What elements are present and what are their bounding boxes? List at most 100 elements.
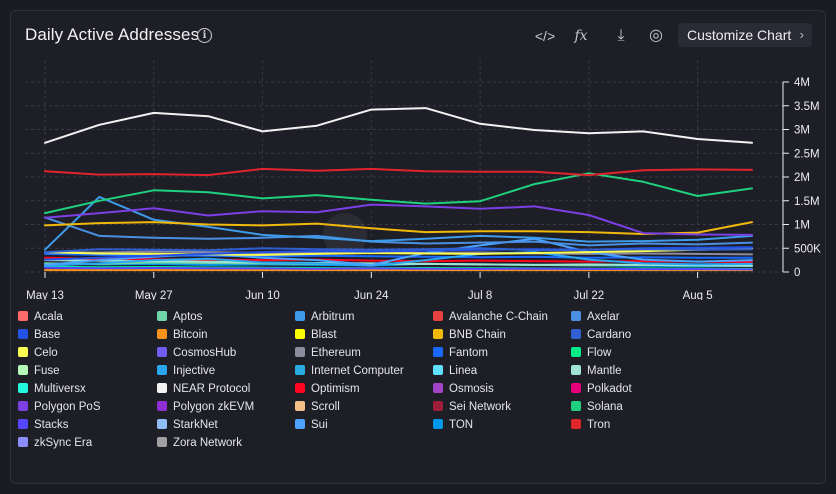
legend-label: Injective xyxy=(173,365,216,377)
legend-item[interactable]: TON xyxy=(433,418,473,432)
formula-icon[interactable]: fx xyxy=(574,28,588,44)
legend-swatch xyxy=(433,347,443,357)
legend-item[interactable]: Avalanche C-Chain xyxy=(433,310,548,324)
legend-item[interactable]: CosmosHub xyxy=(157,346,236,360)
y-tick-label: 1M xyxy=(794,220,810,232)
legend-item[interactable]: Tron xyxy=(571,418,610,432)
legend-item[interactable]: Polkadot xyxy=(571,382,632,396)
legend-item[interactable]: Multiversx xyxy=(18,382,86,396)
legend-item[interactable]: Ethereum xyxy=(295,346,361,360)
legend-item[interactable]: Fuse xyxy=(18,364,60,378)
legend-item[interactable]: Osmosis xyxy=(433,382,494,396)
legend-swatch xyxy=(18,419,28,429)
legend-item[interactable]: Solana xyxy=(571,400,623,414)
legend-label: Blast xyxy=(311,329,337,341)
legend-label: Fuse xyxy=(34,365,60,377)
legend-item[interactable]: StarkNet xyxy=(157,418,218,432)
legend-swatch xyxy=(157,401,167,411)
camera-icon[interactable]: ◎ xyxy=(649,27,663,44)
customize-chart-label: Customize Chart xyxy=(687,27,792,43)
legend-swatch xyxy=(433,419,443,429)
legend-swatch xyxy=(433,365,443,375)
legend-swatch xyxy=(18,347,28,357)
legend-item[interactable]: zkSync Era xyxy=(18,436,92,450)
customize-chart-button[interactable]: Customize Chart › xyxy=(678,23,812,47)
legend-swatch xyxy=(433,311,443,321)
legend-item[interactable]: Sei Network xyxy=(433,400,511,414)
legend-item[interactable]: Cardano xyxy=(571,328,631,342)
legend-item[interactable]: Axelar xyxy=(571,310,620,324)
legend-label: Osmosis xyxy=(449,383,494,395)
legend-item[interactable]: Fantom xyxy=(433,346,488,360)
download-icon[interactable]: ⤓ xyxy=(617,27,625,44)
legend-swatch xyxy=(571,365,581,375)
series-line-polygon-pos xyxy=(44,203,753,236)
legend-item[interactable]: Sui xyxy=(295,418,328,432)
legend-item[interactable]: Zora Network xyxy=(157,436,242,450)
series-line-tron xyxy=(44,167,753,177)
legend-item[interactable]: Base xyxy=(18,328,60,342)
legend-item[interactable]: Arbitrum xyxy=(295,310,354,324)
legend-item[interactable]: Stacks xyxy=(18,418,69,432)
series-line-celo xyxy=(44,247,753,256)
legend-label: Polygon PoS xyxy=(34,401,101,413)
legend-swatch xyxy=(571,401,581,411)
legend-item[interactable]: Internet Computer xyxy=(295,364,404,378)
legend-swatch xyxy=(157,437,167,447)
legend-swatch xyxy=(18,401,28,411)
legend-label: Stacks xyxy=(34,419,69,431)
legend-label: Sei Network xyxy=(449,401,511,413)
series-line-bnb-chain xyxy=(44,221,753,235)
series-line-arbitrum xyxy=(44,195,753,251)
legend-item[interactable]: Mantle xyxy=(571,364,622,378)
legend-label: Multiversx xyxy=(34,383,86,395)
series-line-cardano xyxy=(44,247,753,254)
legend-swatch xyxy=(157,383,167,393)
y-tick-label: 2.5M xyxy=(794,148,820,160)
legend-swatch xyxy=(295,347,305,357)
legend-item[interactable]: Bitcoin xyxy=(157,328,208,342)
legend-swatch xyxy=(18,329,28,339)
legend-swatch xyxy=(295,365,305,375)
legend-swatch xyxy=(571,383,581,393)
legend-label: Polkadot xyxy=(587,383,632,395)
legend-swatch xyxy=(295,383,305,393)
legend-swatch xyxy=(157,365,167,375)
legend-swatch xyxy=(295,401,305,411)
embed-icon[interactable]: </> xyxy=(534,28,556,44)
legend-label: Flow xyxy=(587,347,612,359)
legend-label: Axelar xyxy=(587,311,620,323)
legend-item[interactable]: Optimism xyxy=(295,382,360,396)
y-tick-label: 3.5M xyxy=(794,101,820,113)
legend-item[interactable]: Celo xyxy=(18,346,58,360)
x-tick-label: Jun 24 xyxy=(354,290,389,300)
legend-item[interactable]: Scroll xyxy=(295,400,340,414)
legend-swatch xyxy=(18,365,28,375)
y-tick-label: 500K xyxy=(794,243,821,255)
legend-item[interactable]: Injective xyxy=(157,364,215,378)
legend-swatch xyxy=(157,347,167,357)
legend-swatch xyxy=(157,329,167,339)
x-tick-label: Jul 8 xyxy=(468,290,492,300)
legend-item[interactable]: BNB Chain xyxy=(433,328,506,342)
legend-label: zkSync Era xyxy=(34,437,93,449)
legend-item[interactable]: NEAR Protocol xyxy=(157,382,250,396)
y-tick-label: 2M xyxy=(794,172,810,184)
legend-item[interactable]: Flow xyxy=(571,346,611,360)
legend-swatch xyxy=(295,419,305,429)
x-tick-label: Jun 10 xyxy=(245,290,280,300)
legend-label: Internet Computer xyxy=(311,365,404,377)
legend-swatch xyxy=(18,437,28,447)
legend-swatch xyxy=(571,419,581,429)
info-icon[interactable]: i xyxy=(197,28,212,43)
y-tick-label: 0 xyxy=(794,267,800,279)
legend-item[interactable]: Polygon zkEVM xyxy=(157,400,254,414)
legend-item[interactable]: Polygon PoS xyxy=(18,400,101,414)
y-tick-label: 4M xyxy=(794,77,810,89)
legend-item[interactable]: Aptos xyxy=(157,310,202,324)
legend-item[interactable]: Linea xyxy=(433,364,477,378)
legend-label: NEAR Protocol xyxy=(173,383,251,395)
y-tick-label: 3M xyxy=(794,125,810,137)
legend-item[interactable]: Blast xyxy=(295,328,337,342)
legend-item[interactable]: Acala xyxy=(18,310,63,324)
